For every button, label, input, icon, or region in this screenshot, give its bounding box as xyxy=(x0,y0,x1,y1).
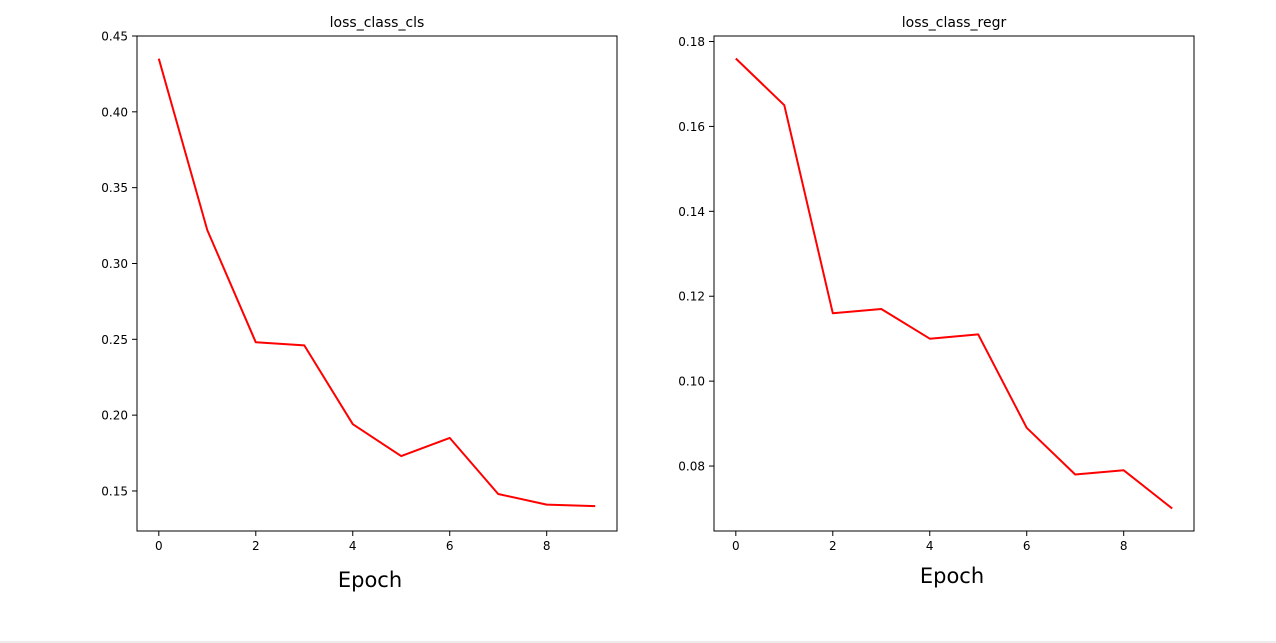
y-tick-label: 0.35 xyxy=(101,181,128,195)
x-tick-label: 2 xyxy=(829,539,837,553)
x-axis-label-chart-2: Epoch xyxy=(919,564,985,588)
x-tick-label: 2 xyxy=(252,539,260,553)
y-tick-label: 0.45 xyxy=(101,30,128,44)
x-tick-label: 8 xyxy=(1120,539,1128,553)
x-tick-label: 8 xyxy=(543,539,551,553)
x-axis-label-chart-1: Epoch xyxy=(337,568,403,592)
axes-frame xyxy=(713,35,1195,532)
chart-title: loss_class_cls xyxy=(330,15,425,31)
y-tick-label: 0.15 xyxy=(101,484,128,498)
x-tick-label: 6 xyxy=(1023,539,1031,553)
x-tick-label: 0 xyxy=(732,539,740,553)
chart-loss-class-regr: loss_class_regr 0 2 4 6 8 0.08 0.10 0.12 0.14 0.16… xyxy=(678,15,1195,553)
y-tick-label: 0.10 xyxy=(678,375,705,389)
x-tick-label: 4 xyxy=(926,539,934,553)
x-tick-label: 0 xyxy=(155,539,163,553)
y-tick-label: 0.14 xyxy=(678,205,705,219)
chart-loss-class-cls: loss_class_cls 0 2 4 6 8 0.15 0.20 0.25 0.30 0.35 0… xyxy=(101,15,618,553)
series-line xyxy=(157,58,596,508)
x-tick-label: 4 xyxy=(349,539,357,553)
y-tick-label: 0.16 xyxy=(678,120,705,134)
y-tick-label: 0.20 xyxy=(101,409,128,423)
chart-title: loss_class_regr xyxy=(902,15,1007,31)
axes-frame xyxy=(136,35,618,532)
y-tick-label: 0.30 xyxy=(101,257,128,271)
window-bottom-edge xyxy=(0,641,1276,643)
y-tick-label: 0.25 xyxy=(101,333,128,347)
y-tick-label: 0.12 xyxy=(678,290,705,304)
y-tick-label: 0.18 xyxy=(678,35,705,49)
y-tick-label: 0.40 xyxy=(101,105,128,119)
x-tick-label: 6 xyxy=(446,539,454,553)
series-line xyxy=(735,57,1173,510)
y-tick-label: 0.08 xyxy=(678,460,705,474)
